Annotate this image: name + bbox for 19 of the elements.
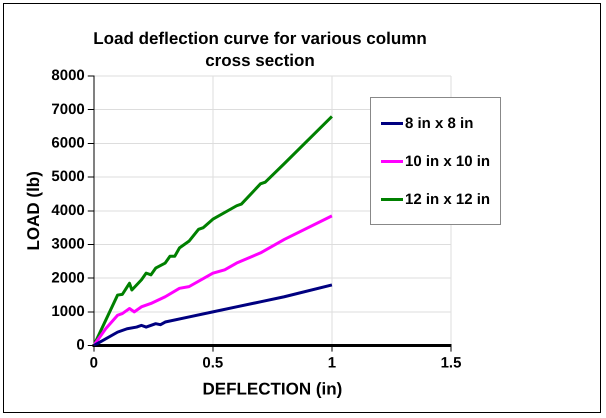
y-tick-label: 4000 bbox=[51, 202, 85, 219]
y-tick-label: 3000 bbox=[51, 236, 85, 253]
x-tick-label: 0.5 bbox=[202, 354, 224, 372]
y-tick-label: 0 bbox=[76, 336, 85, 354]
legend-label: 12 in x 12 in bbox=[405, 190, 490, 208]
y-tick-label: 1000 bbox=[51, 303, 85, 320]
legend-label: 8 in x 8 in bbox=[405, 114, 474, 132]
x-tick-label: 1 bbox=[328, 354, 336, 372]
chart-title: Load deflection curve for various column cross section bbox=[92, 28, 428, 72]
y-tick-label: 7000 bbox=[51, 100, 85, 118]
y-tick-label: 5000 bbox=[51, 168, 85, 186]
legend-label: 10 in x 10 in bbox=[405, 152, 490, 170]
y-tick-label: 2000 bbox=[51, 269, 85, 286]
y-tick-label: 6000 bbox=[51, 134, 85, 152]
x-tick-label: 0 bbox=[90, 354, 98, 372]
y-axis-title: LOAD (lb) bbox=[24, 171, 43, 250]
x-axis-title: DEFLECTION (in) bbox=[202, 379, 342, 398]
y-tick-label: 8000 bbox=[51, 67, 85, 84]
x-tick-label: 1.5 bbox=[440, 354, 462, 372]
